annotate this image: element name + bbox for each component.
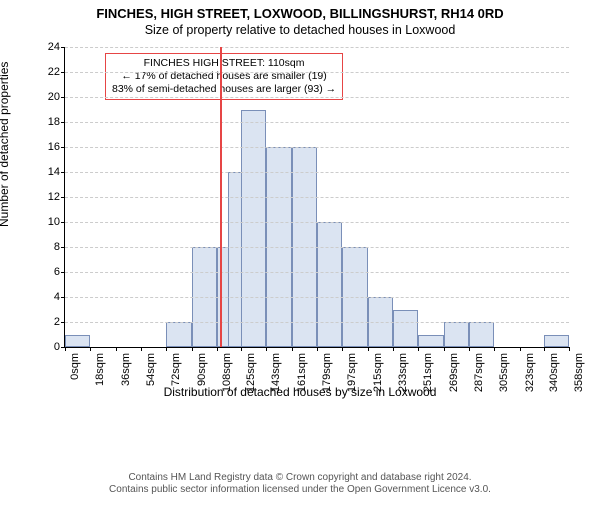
xtick-label: 18sqm [94, 353, 106, 386]
bar [241, 110, 266, 348]
ytick-label: 22 [48, 66, 60, 78]
ytick-label: 6 [54, 266, 60, 278]
ytick-label: 24 [48, 41, 60, 53]
ytick-label: 16 [48, 141, 60, 153]
xtick-mark [393, 347, 394, 351]
ytick-label: 12 [48, 191, 60, 203]
xtick-mark [65, 347, 66, 351]
gridline [65, 122, 569, 123]
plot-area: FINCHES HIGH STREET: 110sqm ← 17% of det… [64, 47, 569, 348]
annotation-box: FINCHES HIGH STREET: 110sqm ← 17% of det… [105, 53, 343, 100]
ytick-mark [61, 72, 65, 73]
ytick-label: 0 [54, 341, 60, 353]
ytick-mark [61, 272, 65, 273]
y-axis-label: Number of detached properties [0, 62, 11, 227]
xtick-mark [241, 347, 242, 351]
xtick-label: 0sqm [69, 353, 81, 380]
xtick-mark [368, 347, 369, 351]
ytick-mark [61, 122, 65, 123]
ytick-label: 18 [48, 116, 60, 128]
xtick-mark [317, 347, 318, 351]
reference-line [220, 47, 222, 347]
gridline [65, 72, 569, 73]
ytick-label: 4 [54, 291, 60, 303]
ytick-label: 20 [48, 91, 60, 103]
attribution: Contains HM Land Registry data © Crown c… [0, 472, 600, 496]
bar [65, 335, 90, 348]
ytick-mark [61, 197, 65, 198]
xtick-mark [520, 347, 521, 351]
bar [418, 335, 443, 348]
gridline [65, 47, 569, 48]
gridline [65, 322, 569, 323]
gridline [65, 197, 569, 198]
xtick-mark [444, 347, 445, 351]
bar [166, 322, 191, 347]
ytick-label: 8 [54, 241, 60, 253]
gridline [65, 297, 569, 298]
xtick-mark [166, 347, 167, 351]
xtick-mark [418, 347, 419, 351]
xtick-mark [266, 347, 267, 351]
x-axis-label: Distribution of detached houses by size … [20, 385, 580, 399]
bar [444, 322, 469, 347]
xtick-label: 90sqm [196, 353, 208, 386]
ytick-mark [61, 147, 65, 148]
ytick-mark [61, 322, 65, 323]
xtick-mark [544, 347, 545, 351]
xtick-label: 72sqm [170, 353, 182, 386]
gridline [65, 147, 569, 148]
bar [393, 310, 418, 348]
bar [317, 222, 342, 347]
ytick-mark [61, 97, 65, 98]
gridline [65, 272, 569, 273]
gridline [65, 97, 569, 98]
ytick-label: 2 [54, 316, 60, 328]
gridline [65, 247, 569, 248]
chart-title-2: Size of property relative to detached ho… [0, 23, 600, 37]
xtick-mark [217, 347, 218, 351]
ytick-mark [61, 47, 65, 48]
xtick-mark [116, 347, 117, 351]
chart-container: Number of detached properties FINCHES HI… [20, 37, 580, 417]
annotation-line1: FINCHES HIGH STREET: 110sqm [112, 57, 336, 70]
bar [544, 335, 569, 348]
annotation-line3: 83% of semi-detached houses are larger (… [112, 83, 336, 96]
ytick-mark [61, 172, 65, 173]
xtick-mark [494, 347, 495, 351]
xtick-mark [469, 347, 470, 351]
xtick-mark [292, 347, 293, 351]
xtick-mark [569, 347, 570, 351]
attribution-line1: Contains HM Land Registry data © Crown c… [0, 472, 600, 484]
chart-title-1: FINCHES, HIGH STREET, LOXWOOD, BILLINGSH… [0, 6, 600, 21]
xtick-mark [192, 347, 193, 351]
ytick-mark [61, 222, 65, 223]
gridline [65, 172, 569, 173]
xtick-label: 54sqm [145, 353, 157, 386]
ytick-label: 10 [48, 216, 60, 228]
bar [469, 322, 494, 347]
ytick-mark [61, 247, 65, 248]
xtick-mark [141, 347, 142, 351]
xtick-mark [342, 347, 343, 351]
ytick-mark [61, 297, 65, 298]
gridline [65, 222, 569, 223]
xtick-mark [90, 347, 91, 351]
xtick-label: 36sqm [120, 353, 132, 386]
attribution-line2: Contains public sector information licen… [0, 484, 600, 496]
ytick-label: 14 [48, 166, 60, 178]
